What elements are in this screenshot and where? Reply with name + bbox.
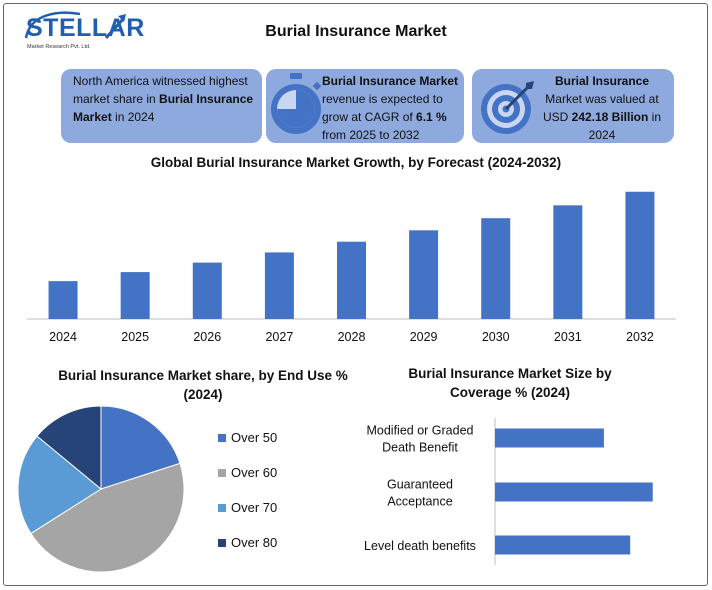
coverage-bar-chart: Modified or Graded Death Benefit Guarantee…: [364, 418, 653, 565]
coverage-category-label: Level death benefits: [364, 539, 476, 553]
highlight-text: North America witnessed highest market s…: [73, 74, 248, 106]
bar-2027: [264, 252, 294, 319]
highlight-bold: 6.1 %: [416, 110, 447, 124]
bar-tick-label: 2026: [193, 330, 221, 344]
bar-2026: [192, 262, 222, 319]
legend-item: Over 80: [218, 535, 338, 551]
legend-swatch: [218, 469, 226, 477]
end-use-pie-chart: [17, 405, 185, 573]
logo-swoosh-icon: [24, 11, 126, 40]
coverage-category-label: Acceptance: [387, 495, 452, 509]
bar-chart-title: Global Burial Insurance Market Growth, b…: [150, 155, 562, 170]
target-icon: [481, 81, 534, 134]
highlight-box-cagr: Burial Insurance Market revenue is expec…: [266, 69, 464, 143]
stellar-logo: STELLAR Market Research Pvt. Ltd.: [18, 6, 144, 56]
highlight-bold: Burial Insurance Market: [73, 92, 254, 124]
bar-2024: [48, 281, 78, 319]
bar-tick-label: 2030: [482, 330, 510, 344]
bar-tick-label: 2032: [626, 330, 654, 344]
highlight-box-value: Burial Insurance Market was valued at US…: [472, 69, 674, 143]
highlight-text-end: from 2025 to 2032: [322, 128, 420, 142]
bar-tick-label: 2027: [265, 330, 293, 344]
legend-label: Over 50: [231, 430, 278, 445]
bar-2031: [553, 205, 583, 319]
pie-slice-over-50: [100, 405, 181, 490]
highlight-text: Market was valued at USD: [542, 92, 659, 124]
coverage-bar: [495, 428, 604, 448]
highlight-text-end: in 2024: [111, 110, 155, 124]
highlight-bold: 242.18 Billion: [571, 110, 649, 124]
coverage-category-label: Death Benefit: [382, 441, 458, 455]
growth-bar-chart: 2024 2025 2026 2027 2028 2029 2030 2031 2032: [27, 191, 676, 344]
legend-swatch: [218, 434, 226, 442]
legend-swatch: [218, 539, 226, 547]
coverage-category-label: Modified or Graded: [366, 424, 473, 438]
coverage-category-label: Guaranteed: [387, 478, 453, 492]
bar-tick-label: 2028: [338, 330, 366, 344]
legend-item: Over 70: [218, 500, 338, 516]
bar-2032: [625, 191, 655, 319]
bar-2030: [481, 218, 511, 319]
bar-2025: [120, 272, 150, 319]
page-title: Burial Insurance Market: [265, 23, 447, 40]
logo-wordmark: STELLAR: [26, 14, 145, 42]
logo-tagline: Market Research Pvt. Ltd.: [27, 44, 91, 50]
legend-label: Over 60: [231, 465, 278, 480]
bar-2028: [337, 241, 366, 319]
coverage-bar: [495, 535, 631, 555]
bar-2029: [409, 230, 439, 319]
bar-tick-label: 2031: [554, 330, 582, 344]
stopwatch-icon: [271, 73, 322, 134]
legend-item: Over 60: [218, 465, 338, 481]
legend-swatch: [218, 504, 226, 512]
pie-chart-title: Burial Insurance Market share, by End Us…: [58, 368, 348, 402]
coverage-bar: [495, 482, 653, 502]
coverage-chart-title: Burial Insurance Market Size by Coverage…: [408, 366, 612, 400]
highlight-bold-lead: Burial Insurance Market: [322, 74, 459, 88]
legend-label: Over 80: [231, 535, 278, 550]
bar-tick-label: 2024: [49, 330, 77, 344]
legend-label: Over 70: [231, 500, 278, 515]
bar-tick-label: 2025: [121, 330, 149, 344]
pie-slice-over-80: [36, 405, 102, 491]
pie-slice-over-60: [30, 462, 185, 573]
highlight-text: revenue is expected to grow at CAGR of: [322, 92, 443, 124]
highlight-bold-lead: Burial Insurance: [554, 74, 650, 88]
highlight-text-end: in 2024: [588, 110, 662, 142]
highlight-box-region: North America witnessed highest market s…: [61, 69, 262, 143]
bar-tick-label: 2029: [410, 330, 438, 344]
legend-item: Over 50: [218, 430, 338, 446]
pie-slice-over-70: [17, 435, 102, 535]
